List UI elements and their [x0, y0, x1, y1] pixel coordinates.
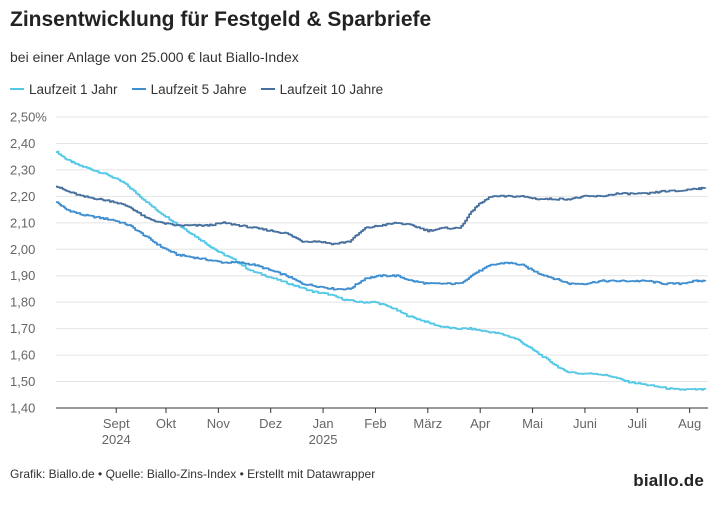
x-tick-label: März: [413, 416, 442, 431]
x-tick-label: Aug: [678, 416, 701, 431]
footer-credit: Grafik: Biallo.de • Quelle: Biallo-Zins-…: [10, 467, 376, 481]
x-tick-label: Sept: [103, 416, 130, 431]
x-tick-year-label: 2025: [309, 432, 338, 447]
legend-swatch-10-jahre: [260, 88, 275, 90]
series-lines: [56, 150, 707, 391]
x-tick-year-label: 2024: [102, 432, 131, 447]
grid-lines: [56, 116, 708, 409]
x-tick-label: Dez: [259, 416, 282, 431]
series-line-laufzeit-5-jahre: [56, 201, 707, 291]
biallo-logo: biallo.de: [633, 471, 704, 490]
y-axis-labels: 1,40 1,50 1,60 1,70 1,80 1,90 2,00 2,10 2,20 2,30…: [10, 110, 47, 416]
legend-swatch-1-jahr: [10, 88, 24, 90]
y-tick-label: 2,10: [10, 215, 35, 230]
chart-subtitle: bei einer Anlage von 25.000 € laut Biall…: [10, 49, 299, 65]
legend-item-5-jahre: Laufzeit 5 Jahre: [131, 81, 247, 97]
y-tick-label: 1,40: [10, 401, 35, 416]
x-tick-label: Mai: [522, 416, 543, 431]
legend-item-10-jahre: Laufzeit 10 Jahre: [260, 81, 384, 97]
legend-label-1-jahr: Laufzeit 1 Jahr: [29, 81, 118, 97]
x-tick-label: Okt: [156, 416, 177, 431]
legend-label-5-jahre: Laufzeit 5 Jahre: [150, 81, 247, 97]
y-tick-label: 1,50: [10, 374, 35, 389]
x-tick-label: Juni: [573, 416, 597, 431]
y-tick-label: 2,30: [10, 162, 35, 177]
y-tick-label: 2,50%: [10, 110, 47, 125]
y-tick-label: 2,20: [10, 189, 35, 204]
series-line-laufzeit-10-jahre: [56, 185, 707, 246]
x-tick-label: Nov: [207, 416, 231, 431]
chart-title: Zinsentwicklung für Festgeld & Sparbrief…: [10, 8, 432, 31]
x-tick-label: Juli: [628, 416, 648, 431]
legend-item-1-jahr: Laufzeit 1 Jahr: [10, 82, 118, 97]
y-tick-label: 1,70: [10, 321, 35, 336]
series-line-laufzeit-1-jahr: [56, 150, 707, 391]
x-tick-label: Jan: [313, 416, 334, 431]
x-tick-label: Feb: [364, 416, 386, 431]
legend: Laufzeit 1 Jahr Laufzeit 5 Jahre Laufzei…: [10, 80, 397, 98]
y-tick-label: 1,80: [10, 295, 35, 310]
legend-swatch-5-jahre: [131, 88, 146, 90]
legend-label-10-jahre: Laufzeit 10 Jahre: [279, 81, 384, 97]
y-tick-label: 1,90: [10, 268, 35, 283]
y-tick-label: 2,00: [10, 242, 35, 257]
x-tick-label: Apr: [470, 416, 491, 431]
y-tick-label: 1,60: [10, 348, 35, 363]
line-chart: 1,40 1,50 1,60 1,70 1,80 1,90 2,00 2,10 2,20 2,30…: [10, 110, 708, 447]
y-tick-label: 2,40: [10, 136, 35, 151]
